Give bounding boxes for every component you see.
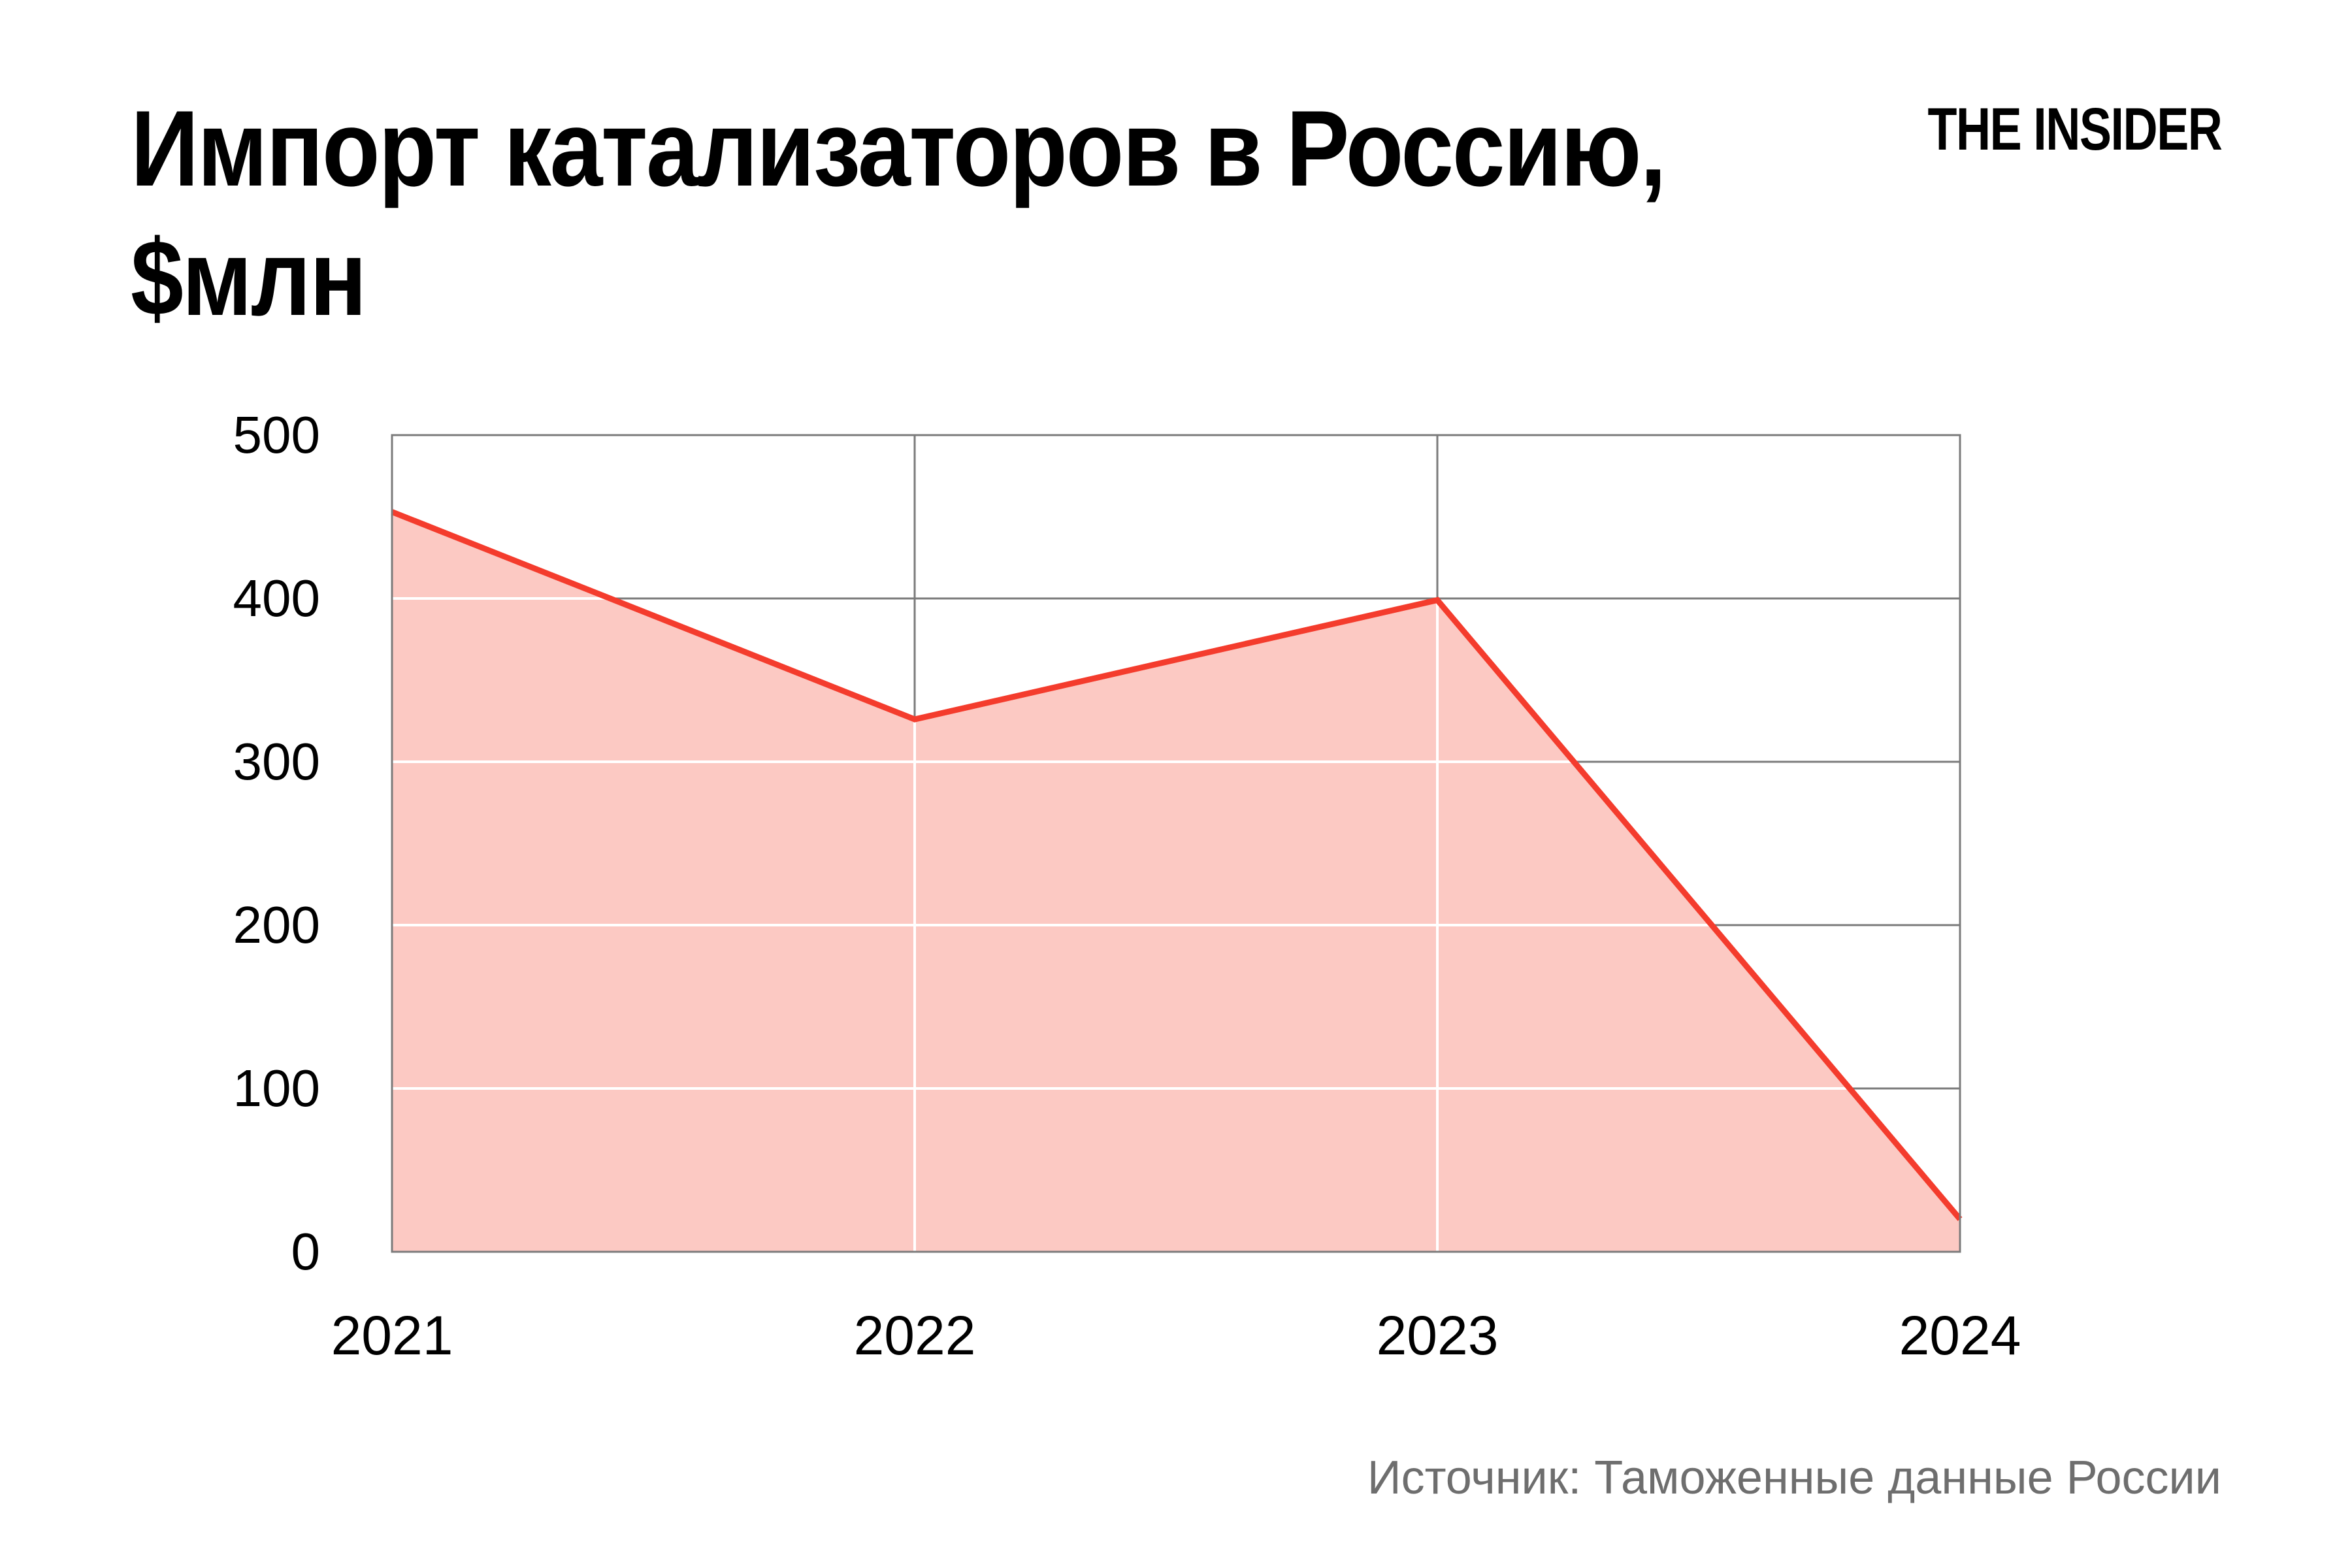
chart-title-line2: $млн — [131, 218, 367, 338]
area-fill — [392, 512, 1960, 1252]
chart-title: Импорт катализаторов в Россию, $млн — [131, 84, 1667, 342]
x-tick-label: 2024 — [1899, 1305, 2021, 1366]
y-tick-label: 400 — [233, 569, 320, 627]
x-tick-label: 2022 — [853, 1305, 976, 1366]
x-tick-label: 2021 — [331, 1305, 453, 1366]
y-tick-label: 500 — [233, 406, 320, 464]
plot-area — [391, 434, 1963, 1253]
y-tick-label: 0 — [291, 1222, 321, 1281]
chart-title-line1: Импорт катализаторов в Россию, — [131, 88, 1667, 208]
y-tick-label: 300 — [233, 732, 320, 791]
y-tick-label: 100 — [233, 1059, 320, 1117]
y-tick-label: 200 — [233, 896, 320, 954]
x-tick-label: 2023 — [1376, 1305, 1499, 1366]
publisher-logo: THE INSIDER — [1927, 96, 2222, 163]
trend-line — [391, 509, 1963, 1221]
source-note: Источник: Таможенные данные России — [1367, 1452, 2221, 1504]
plot-border — [391, 434, 1961, 1253]
